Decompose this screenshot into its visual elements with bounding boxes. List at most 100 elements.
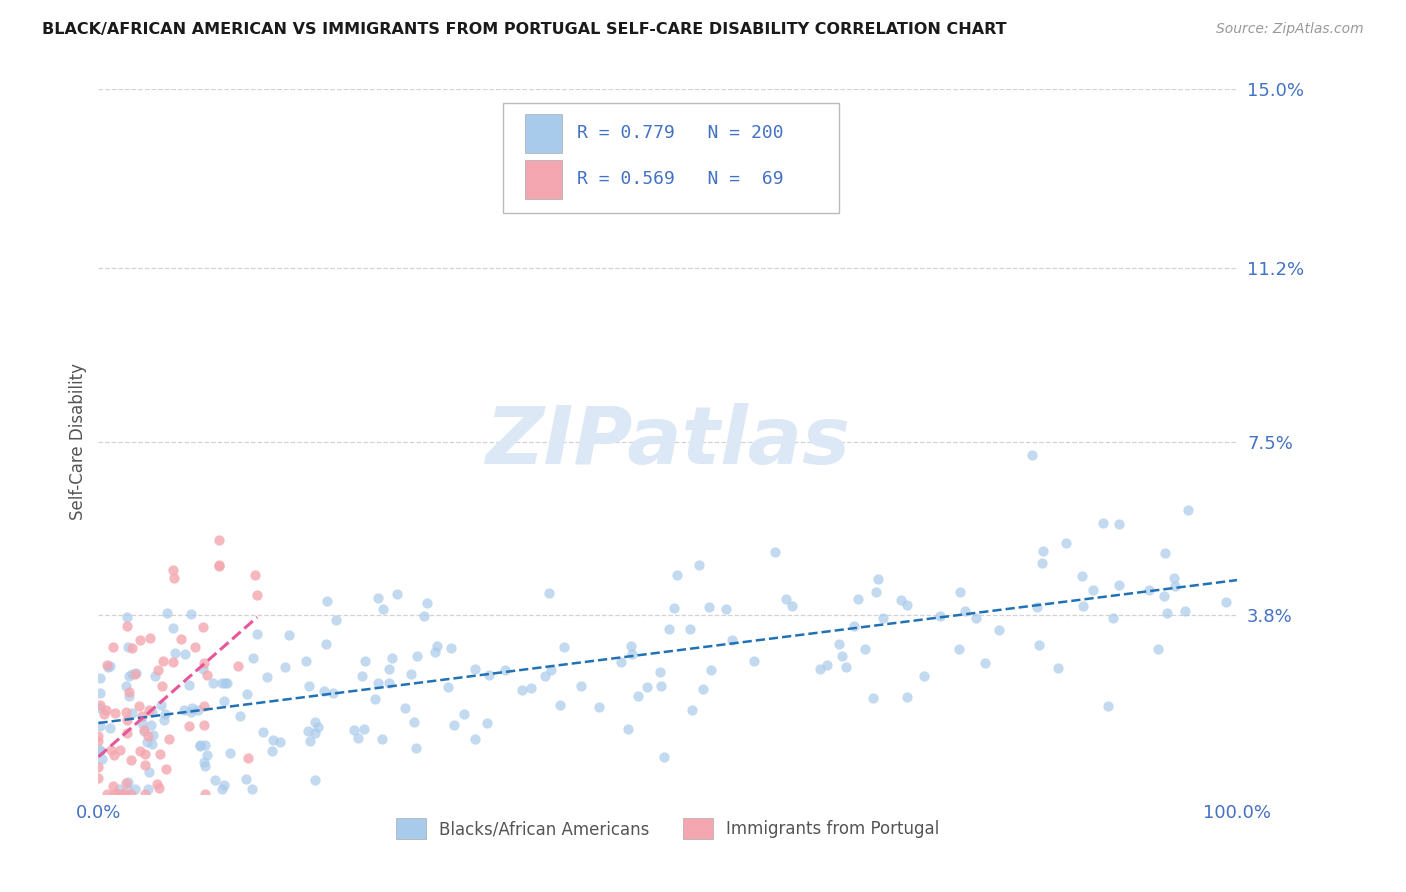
Point <box>193 656 215 670</box>
Point <box>138 765 160 780</box>
Point <box>399 666 422 681</box>
Text: R = 0.779   N = 200: R = 0.779 N = 200 <box>576 124 783 143</box>
Point <box>208 558 231 572</box>
Point <box>112 787 135 801</box>
Point <box>87 771 110 785</box>
Point <box>118 669 141 683</box>
Point <box>153 713 176 727</box>
Point <box>228 659 250 673</box>
Point <box>650 679 672 693</box>
Point <box>211 782 233 797</box>
Point <box>853 642 876 657</box>
Point <box>138 703 160 717</box>
Point <box>987 623 1010 637</box>
Point <box>87 759 110 773</box>
Point <box>1091 516 1114 530</box>
Point <box>188 739 211 754</box>
Point <box>1108 577 1130 591</box>
Point <box>103 748 125 763</box>
Point <box>453 706 475 721</box>
Point <box>242 651 264 665</box>
Point <box>135 735 157 749</box>
Point <box>162 655 184 669</box>
Point <box>443 718 465 732</box>
Point <box>385 587 408 601</box>
Point <box>262 732 284 747</box>
Point <box>132 724 155 739</box>
Text: R = 0.569   N =  69: R = 0.569 N = 69 <box>576 170 783 188</box>
Point <box>170 632 193 647</box>
Point <box>1177 503 1199 517</box>
Point <box>149 698 172 712</box>
Point <box>304 726 326 740</box>
Point <box>117 640 139 654</box>
Point <box>353 654 375 668</box>
Point <box>219 746 242 760</box>
Point <box>134 747 156 761</box>
Text: Source: ZipAtlas.com: Source: ZipAtlas.com <box>1216 22 1364 37</box>
Point <box>114 776 136 790</box>
Point <box>862 690 884 705</box>
Point <box>378 675 401 690</box>
Point <box>134 723 156 738</box>
Point <box>108 782 131 797</box>
Point <box>404 715 426 730</box>
Point <box>235 772 257 786</box>
Point <box>139 631 162 645</box>
Point <box>1153 546 1175 560</box>
Point <box>89 698 111 712</box>
Point <box>93 707 115 722</box>
Point <box>142 728 165 742</box>
Point <box>510 682 533 697</box>
Point <box>1215 595 1237 609</box>
Point <box>201 676 224 690</box>
Point <box>191 620 214 634</box>
Point <box>96 787 118 801</box>
Point <box>872 610 894 624</box>
Point <box>464 662 486 676</box>
Point <box>105 787 128 801</box>
Point <box>423 645 446 659</box>
Point <box>1153 589 1175 603</box>
Point <box>948 641 970 656</box>
Point <box>425 640 447 654</box>
Point <box>716 602 738 616</box>
Point <box>236 687 259 701</box>
Point <box>1026 599 1049 614</box>
Point <box>173 647 195 661</box>
Point <box>831 649 853 664</box>
Point <box>94 703 117 717</box>
Point <box>193 698 215 713</box>
Point <box>89 743 111 757</box>
Point <box>246 627 269 641</box>
Point <box>162 621 184 635</box>
Point <box>139 718 162 732</box>
Point <box>89 719 111 733</box>
Point <box>97 660 120 674</box>
Point <box>1101 611 1123 625</box>
Point <box>104 706 127 721</box>
Point <box>131 709 153 723</box>
Point <box>177 678 200 692</box>
Point <box>1031 556 1053 570</box>
Point <box>1070 568 1092 582</box>
Point <box>828 637 851 651</box>
Point <box>215 676 238 690</box>
Point <box>131 715 153 730</box>
Point <box>114 787 136 801</box>
Point <box>195 668 218 682</box>
Point <box>1174 604 1197 618</box>
Point <box>214 778 236 792</box>
Point <box>700 663 723 677</box>
Point <box>540 663 562 677</box>
Point <box>87 729 110 743</box>
Point <box>187 703 209 717</box>
FancyBboxPatch shape <box>503 103 839 212</box>
Point <box>91 751 114 765</box>
Point <box>177 719 200 733</box>
Point <box>609 655 631 669</box>
Point <box>208 558 231 573</box>
Point <box>494 663 516 677</box>
Point <box>193 718 215 732</box>
Point <box>115 714 138 728</box>
